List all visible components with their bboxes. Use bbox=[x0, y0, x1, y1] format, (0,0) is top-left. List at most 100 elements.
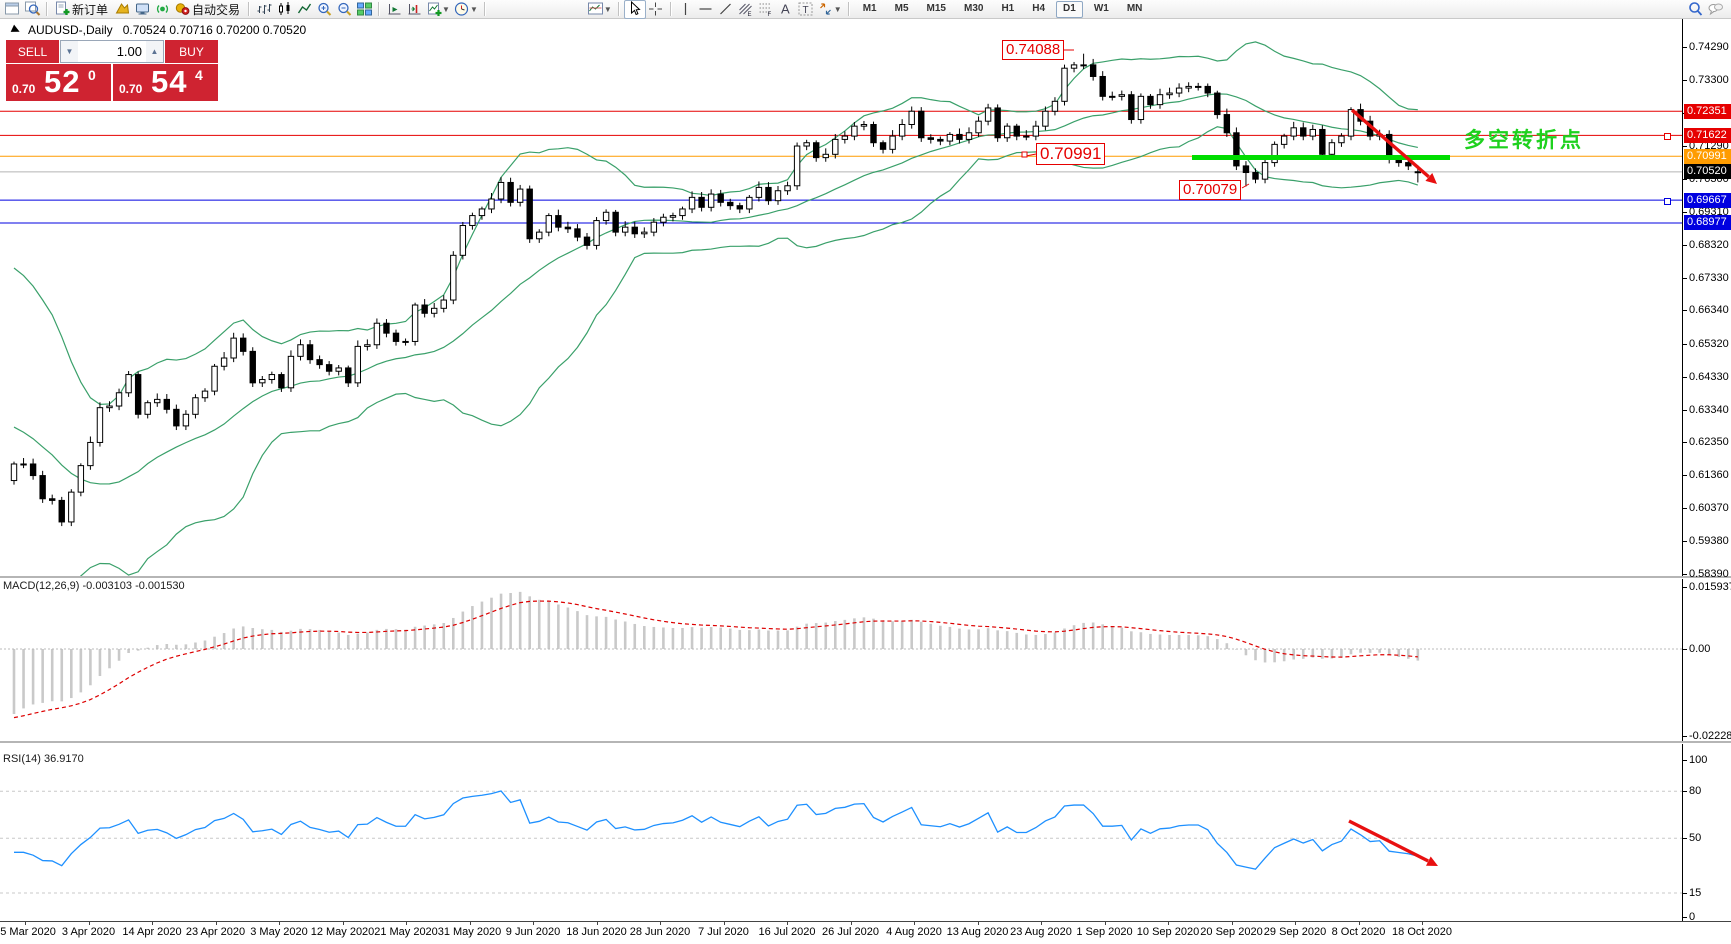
new-chart-icon[interactable] bbox=[424, 1, 444, 18]
buy-price-button[interactable]: 0.70 54 4 bbox=[113, 64, 218, 101]
sell-price-button[interactable]: 0.70 52 0 bbox=[6, 64, 111, 101]
date-axis-tickmark bbox=[977, 921, 979, 925]
rsi-panel-separator[interactable] bbox=[0, 741, 1731, 744]
lot-decrease-button[interactable]: ▼ bbox=[61, 41, 78, 62]
swing-high-price-label[interactable]: 0.74088 bbox=[1002, 40, 1065, 60]
hline-icon[interactable] bbox=[696, 1, 716, 18]
periods-icon[interactable] bbox=[452, 1, 472, 18]
chart-title-symbol: AUDUSD-,Daily bbox=[28, 23, 113, 37]
timeframe-button-mn[interactable]: MN bbox=[1126, 2, 1143, 14]
timeframe-button-m1[interactable]: M1 bbox=[862, 2, 877, 14]
zoom-out-icon[interactable] bbox=[334, 1, 354, 18]
level-line-handle[interactable] bbox=[1664, 132, 1671, 140]
market-watch-icon[interactable] bbox=[22, 1, 42, 18]
text-label-icon[interactable]: T bbox=[796, 1, 816, 18]
price-axis-tick: 0.66340 bbox=[1689, 304, 1729, 317]
date-axis-label: 28 Jun 2020 bbox=[629, 926, 691, 938]
toolbar: 新订单 自动交易 ▼ ▼ ▼ E F A T ▼ M1 M5 M15 M30 H1 H4 D1 W1 MN bbox=[0, 0, 1731, 19]
auto-scroll-icon[interactable] bbox=[384, 1, 404, 18]
chart-shift-icon[interactable] bbox=[404, 1, 424, 18]
buy-button[interactable]: BUY bbox=[165, 40, 218, 63]
new-order-label[interactable]: 新订单 bbox=[72, 2, 109, 17]
template-icon[interactable] bbox=[586, 1, 606, 18]
support-price-label[interactable]: 0.70991 bbox=[1036, 143, 1106, 165]
rsi-axis-tick: 15 bbox=[1689, 887, 1702, 900]
chevron-down-icon[interactable]: ▼ bbox=[833, 4, 842, 14]
rsi-axis-tick: 50 bbox=[1689, 832, 1702, 845]
trendline-icon[interactable] bbox=[716, 1, 736, 18]
lot-increase-button[interactable]: ▲ bbox=[146, 41, 163, 62]
price-level-tag: 0.68977 bbox=[1684, 215, 1731, 231]
price-axis-tickmark bbox=[1683, 540, 1687, 542]
line-chart-icon[interactable] bbox=[294, 1, 314, 18]
candlestick-icon[interactable] bbox=[274, 1, 294, 18]
vline-icon[interactable] bbox=[676, 1, 696, 18]
date-axis-label: 18 Jun 2020 bbox=[566, 926, 627, 938]
tile-windows-icon[interactable] bbox=[354, 1, 374, 18]
sell-button[interactable]: SELL bbox=[6, 40, 59, 63]
date-axis-tickmark bbox=[1231, 921, 1233, 925]
new-order-icon[interactable] bbox=[52, 1, 72, 18]
zoom-in-icon[interactable] bbox=[314, 1, 334, 18]
date-axis-label: 31 May 2020 bbox=[437, 926, 502, 938]
rsi-axis-tickmark bbox=[1683, 916, 1687, 918]
turning-point-annotation[interactable]: 多空转折点 bbox=[1464, 129, 1584, 152]
cursor-icon[interactable] bbox=[623, 0, 646, 19]
svg-text:F: F bbox=[768, 12, 772, 17]
macd-axis-tickmark bbox=[1683, 736, 1687, 738]
bar-chart-icon[interactable] bbox=[254, 1, 274, 18]
timeframe-button-m5[interactable]: M5 bbox=[894, 2, 909, 14]
date-axis-label: 23 Aug 2020 bbox=[1010, 926, 1072, 938]
text-icon[interactable]: A bbox=[776, 1, 796, 18]
price-axis-tickmark bbox=[1683, 376, 1687, 378]
date-axis-label: 3 May 2020 bbox=[250, 926, 308, 938]
timeframe-button-h1[interactable]: H1 bbox=[1001, 2, 1015, 14]
price-axis-tickmark bbox=[1683, 146, 1687, 148]
comments-icon[interactable] bbox=[1705, 1, 1725, 18]
support-zone-bar[interactable] bbox=[1192, 155, 1450, 160]
price-axis-tickmark bbox=[1683, 179, 1687, 181]
lot-size-value[interactable]: 1.00 bbox=[116, 44, 142, 59]
chevron-down-icon[interactable]: ▼ bbox=[469, 4, 478, 14]
fibo-icon[interactable]: E bbox=[736, 1, 756, 18]
timeframe-button-m15[interactable]: M15 bbox=[926, 2, 946, 14]
sell-price-sup: 0 bbox=[88, 67, 96, 83]
price-axis-tickmark bbox=[1683, 409, 1687, 411]
alerts-icon[interactable] bbox=[152, 1, 172, 18]
date-axis-label: 25 Mar 2020 bbox=[0, 926, 56, 938]
date-axis-label: 23 Apr 2020 bbox=[185, 926, 246, 938]
price-axis-tick: 0.59380 bbox=[1689, 534, 1729, 547]
timeframe-button-m30[interactable]: M30 bbox=[963, 2, 984, 14]
autotrading-icon[interactable] bbox=[172, 1, 192, 18]
date-axis-label: 21 May 2020 bbox=[374, 926, 438, 938]
price-axis-tickmark bbox=[1683, 310, 1687, 312]
fibo-fan-icon[interactable]: F bbox=[756, 1, 776, 18]
chevron-down-icon[interactable]: ▼ bbox=[603, 4, 612, 14]
swing-low-price-label[interactable]: 0.70079 bbox=[1179, 180, 1242, 200]
timeframe-button-h4[interactable]: H4 bbox=[1032, 2, 1046, 14]
buy-price-main: 54 bbox=[151, 64, 188, 99]
price-level-tag: 0.70520 bbox=[1684, 164, 1731, 180]
window-icon[interactable] bbox=[2, 1, 22, 18]
chart-title: AUDUSD-,Daily 0.70524 0.70716 0.70200 0.7… bbox=[28, 23, 306, 37]
date-axis-tickmark bbox=[1358, 921, 1360, 925]
crosshair-icon[interactable] bbox=[646, 1, 666, 18]
timeframe-button-w1[interactable]: W1 bbox=[1093, 2, 1109, 14]
date-axis-label: 3 Apr 2020 bbox=[61, 926, 116, 938]
macd-panel-separator[interactable] bbox=[0, 576, 1731, 579]
macd-axis-tickmark bbox=[1683, 586, 1687, 588]
price-axis-tick: 0.64330 bbox=[1689, 370, 1729, 383]
svg-text:A: A bbox=[781, 2, 790, 17]
terminal-icon[interactable] bbox=[132, 1, 152, 18]
search-icon[interactable] bbox=[1685, 1, 1705, 18]
date-axis-tickmark bbox=[533, 921, 534, 925]
autotrading-label[interactable]: 自动交易 bbox=[192, 2, 241, 17]
chevron-down-icon[interactable]: ▼ bbox=[442, 4, 450, 14]
metaeditor-icon[interactable] bbox=[112, 1, 132, 18]
lot-size-field[interactable]: ▼ 1.00 ▲ bbox=[60, 40, 164, 63]
arrows-icon[interactable] bbox=[816, 1, 836, 18]
timeframe-button-d1[interactable]: D1 bbox=[1056, 0, 1083, 18]
date-axis-label: 29 Sep 2020 bbox=[1263, 926, 1327, 938]
level-line-handle[interactable] bbox=[1664, 197, 1671, 205]
